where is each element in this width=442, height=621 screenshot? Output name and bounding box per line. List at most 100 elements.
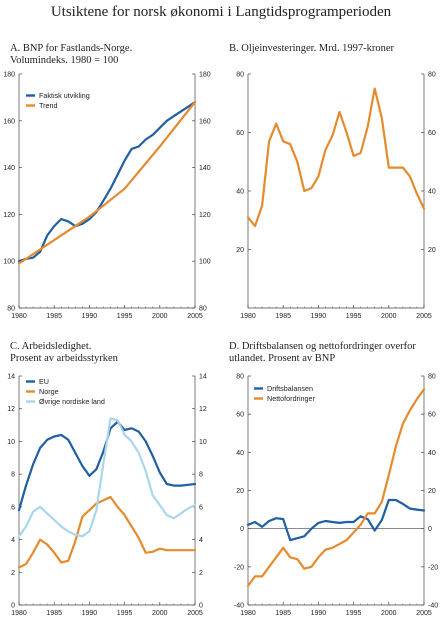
panel-d-series-line-1 <box>246 498 426 542</box>
panel-d-legend-label: Nettofordringer <box>267 394 316 403</box>
panel-d-y-tick-label-left: -40 <box>234 603 244 610</box>
panel-b-x-tick-label: 2005 <box>416 313 432 320</box>
panel-a-x-tick-label: 2000 <box>152 313 168 320</box>
panel-b-x-tick-label: 1995 <box>346 313 362 320</box>
panel-a-y-tick-label-left: 120 <box>3 212 15 219</box>
panel-c-x-tick-label: 1985 <box>46 610 62 617</box>
panel-d-y-tick-label-right: 80 <box>428 374 436 381</box>
panel-c-series-line-3 <box>17 417 197 538</box>
panel-c-y-tick-label-right: 2 <box>199 570 203 577</box>
panel-a-series-line-1 <box>17 100 197 263</box>
panel-d-x-tick-label: 1995 <box>346 610 362 617</box>
panel-a-title-line2: Volumindeks. 1980 = 100 <box>10 55 119 66</box>
panel-c-title: C. Arbeidsledighet. Prosent av arbeidsst… <box>10 341 118 365</box>
panel-d-title-line1: D. Driftsbalansen og nettofordringer ove… <box>229 341 416 352</box>
panel-a-y-tick-label-right: 120 <box>199 212 211 219</box>
panel-c-y-tick-label-left: 10 <box>7 439 15 446</box>
panel-d-y-tick-label-right: 20 <box>428 488 436 495</box>
panel-b-x-tick-label: 2000 <box>381 313 397 320</box>
panel-c-y-tick-label-right: 10 <box>199 439 207 446</box>
panel-a-title-line1: A. BNP for Fastlands-Norge. <box>10 43 133 54</box>
panel-a-y-tick-label-right: 160 <box>199 118 211 125</box>
panel-a-x-tick-label: 1990 <box>82 313 98 320</box>
panel-a-series-line-2 <box>17 100 197 265</box>
panel-c-y-tick-label-right: 4 <box>199 537 203 544</box>
panel-a-title: A. BNP for Fastlands-Norge. Volumindeks.… <box>10 43 132 67</box>
panel-a-y-tick-label-left: 140 <box>3 165 15 172</box>
panel-c-y-tick-label-right: 8 <box>199 472 203 479</box>
panel-a-y-tick-label-right: 180 <box>199 72 211 79</box>
panel-d-title-line2: utlandet. Prosent av BNP <box>229 353 336 364</box>
panel-d-x-tick-label: 1990 <box>311 610 327 617</box>
panel-c-y-tick-label-left: 8 <box>11 472 15 479</box>
main-title: Utsiktene for norsk økonomi i Langtidspr… <box>50 4 392 20</box>
panel-b-title-line1: B. Oljeinvesteringer. Mrd. 1997-kroner <box>229 43 395 54</box>
panel-b-y-tick-label-right: 60 <box>428 130 436 137</box>
panel-d-y-tick-label-right: 60 <box>428 412 436 419</box>
panel-c-y-tick-label-left: 0 <box>11 603 15 610</box>
panel-c-y-tick-label-left: 6 <box>11 504 15 511</box>
panel-c-x-tick-label: 2005 <box>187 610 203 617</box>
panel-d-x-tick-label: 1985 <box>275 610 291 617</box>
panel-d-y-tick-label-left: 0 <box>240 526 244 533</box>
panel-a-y-tick-label-left: 80 <box>7 306 15 313</box>
panel-c-x-tick-label: 2000 <box>152 610 168 617</box>
panel-c-series-line-2 <box>17 495 197 569</box>
panel-d-y-tick-label-left: 80 <box>236 374 244 381</box>
panel-c-legend-label: Norge <box>39 387 59 396</box>
panel-d-y-tick-label-left: -20 <box>234 564 244 571</box>
panel-c-y-tick-label-right: 12 <box>199 406 207 413</box>
panel-d-y-tick-label-right: -40 <box>428 603 438 610</box>
panel-d-x-tick-label: 1980 <box>240 610 256 617</box>
panel-d-title: D. Driftsbalansen og nettofordringer ove… <box>229 341 416 365</box>
panel-c-title-line1: C. Arbeidsledighet. <box>10 341 92 352</box>
panel-d-y-tick-label-left: 20 <box>236 488 244 495</box>
panel-a-y-tick-label-right: 140 <box>199 165 211 172</box>
panel-a-legend-label: Faktisk utvikling <box>39 91 90 100</box>
panel-d-y-tick-label-right: 40 <box>428 450 436 457</box>
panel-b-x-tick-label: 1985 <box>275 313 291 320</box>
panel-b-y-tick-label-right: 20 <box>428 247 436 254</box>
panel-a-legend-label: Trend <box>39 101 58 110</box>
panel-c-y-tick-label-right: 14 <box>199 374 207 381</box>
panel-c-x-tick-label: 1980 <box>11 610 27 617</box>
panel-b-y-tick-label-left: 20 <box>236 247 244 254</box>
panel-d-y-tick-label-right: -20 <box>428 564 438 571</box>
panel-c-y-tick-label-left: 14 <box>7 374 15 381</box>
panel-d-y-tick-label-right: 0 <box>428 526 432 533</box>
panel-b-y-tick-label-left: 60 <box>236 130 244 137</box>
panel-c-legend-label: EU <box>39 377 49 386</box>
panel-c-y-tick-label-left: 4 <box>11 537 15 544</box>
panel-d-x-tick-label: 2005 <box>416 610 432 617</box>
panel-b-title: B. Oljeinvesteringer. Mrd. 1997-kroner <box>229 43 394 55</box>
panel-b-series-line-1 <box>246 87 426 228</box>
panel-d-y-tick-label-left: 60 <box>236 412 244 419</box>
panel-c-legend-label: Øvrige nordiske land <box>39 397 105 406</box>
panel-a-y-tick-label-right: 100 <box>199 259 211 266</box>
panel-b-y-tick-label-left: 80 <box>236 72 244 79</box>
panel-a-x-tick-label: 1995 <box>117 313 133 320</box>
panel-b-y-tick-label-right: 80 <box>428 72 436 79</box>
panel-a-y-tick-label-left: 160 <box>3 118 15 125</box>
panel-c-y-tick-label-left: 12 <box>7 406 15 413</box>
panel-c-y-tick-label-right: 0 <box>199 603 203 610</box>
panel-c-x-tick-label: 1995 <box>117 610 133 617</box>
panel-a-x-tick-label: 2005 <box>187 313 203 320</box>
panel-b-x-tick-label: 1980 <box>240 313 256 320</box>
panel-d-x-tick-label: 2000 <box>381 610 397 617</box>
panel-d-series-line-2 <box>246 388 426 588</box>
panel-d-y-tick-label-left: 40 <box>236 450 244 457</box>
panel-d-legend-label: Driftsbalansen <box>267 384 313 393</box>
panel-c-y-tick-label-right: 6 <box>199 504 203 511</box>
panel-a-y-tick-label-right: 80 <box>199 306 207 313</box>
panel-a-x-tick-label: 1985 <box>46 313 62 320</box>
panel-b-x-tick-label: 1990 <box>311 313 327 320</box>
panel-a-x-tick-label: 1980 <box>11 313 27 320</box>
panel-b-y-tick-label-right: 40 <box>428 189 436 196</box>
panel-a-y-tick-label-left: 100 <box>3 259 15 266</box>
panel-b-y-tick-label-left: 40 <box>236 189 244 196</box>
panel-c-y-tick-label-left: 2 <box>11 570 15 577</box>
panel-c-x-tick-label: 1990 <box>82 610 98 617</box>
panel-c-title-line2: Prosent av arbeidsstyrken <box>10 353 118 364</box>
